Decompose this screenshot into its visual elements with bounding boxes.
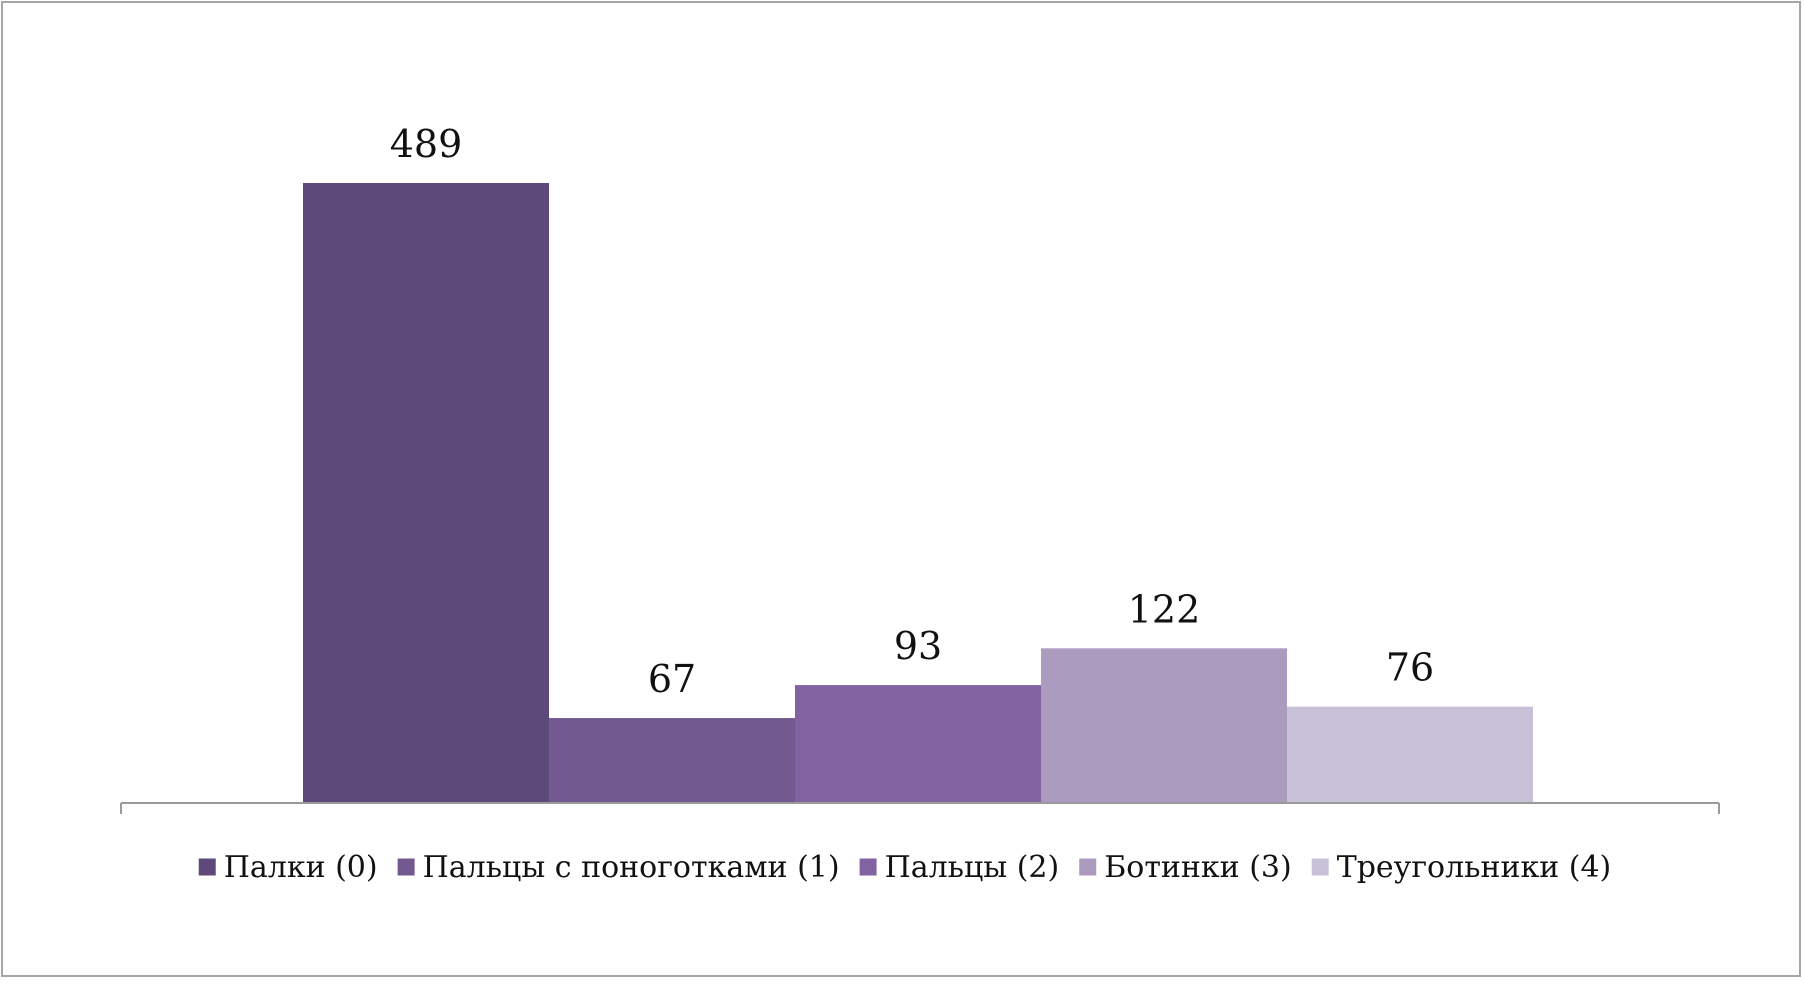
bar-2: [795, 685, 1041, 803]
legend-swatch-4: [1311, 858, 1329, 876]
legend-item-4: Треугольники (4): [1311, 850, 1612, 885]
legend: Палки (0) Пальцы с поноготками (1) Пальцы …: [198, 850, 1612, 885]
bar-0: [303, 183, 549, 803]
legend-item-2: Пальцы (2): [859, 850, 1060, 885]
bar-chart: 489 67 93 122 76 Палки (0) Пальцы с поноготка…: [120, 122, 1720, 885]
value-label-4: 76: [1386, 646, 1434, 690]
value-label-0: 489: [390, 122, 463, 166]
legend-label-2: Пальцы (2): [885, 850, 1060, 885]
legend-swatch-0: [198, 858, 216, 876]
value-label-1: 67: [648, 657, 696, 701]
value-labels-layer: 489 67 93 122 76: [390, 122, 1434, 701]
bar-4: [1287, 706, 1533, 803]
legend-label-4: Треугольники (4): [1337, 850, 1612, 885]
value-label-2: 93: [894, 624, 942, 668]
legend-swatch-1: [397, 858, 415, 876]
legend-swatch-3: [1079, 858, 1097, 876]
legend-swatch-2: [859, 858, 877, 876]
legend-label-0: Палки (0): [224, 850, 378, 885]
bar-3: [1041, 648, 1287, 803]
legend-label-1: Пальцы с поноготками (1): [423, 850, 840, 885]
legend-item-1: Пальцы с поноготками (1): [397, 850, 840, 885]
bars-layer: [303, 183, 1533, 803]
legend-label-3: Ботинки (3): [1104, 850, 1291, 885]
legend-item-0: Палки (0): [198, 850, 378, 885]
x-axis: [120, 802, 1720, 814]
value-label-3: 122: [1128, 587, 1201, 631]
legend-item-3: Ботинки (3): [1079, 850, 1292, 885]
bar-1: [549, 718, 795, 803]
